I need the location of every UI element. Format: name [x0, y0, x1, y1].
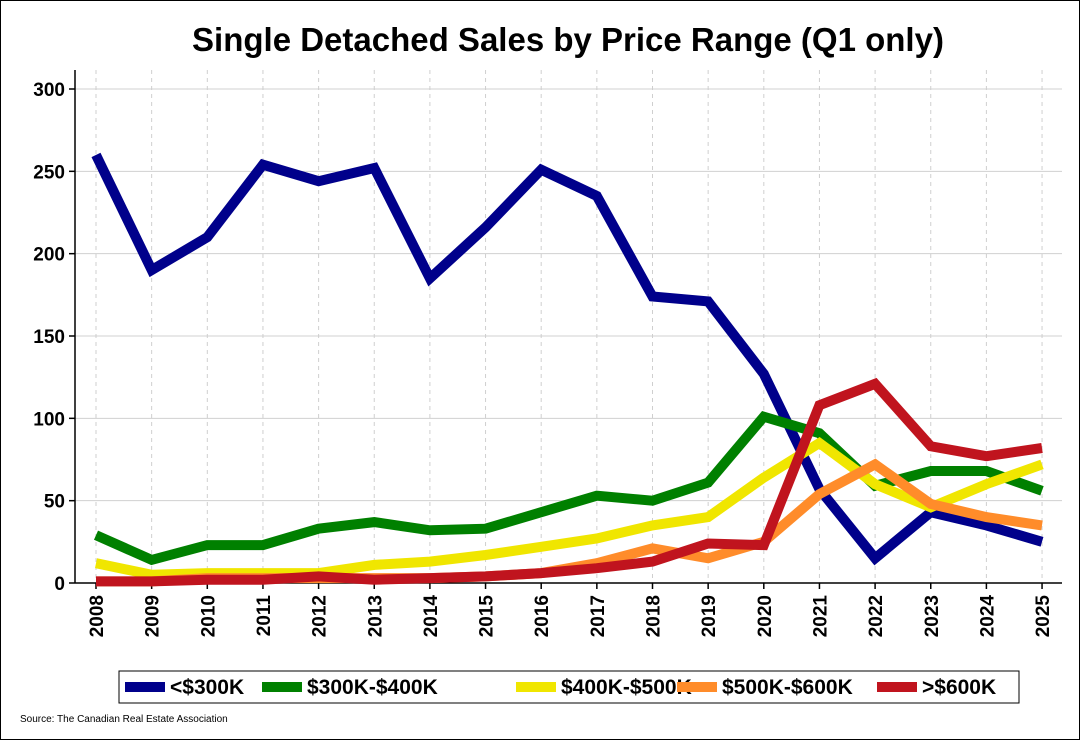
x-tick-label: 2020 — [755, 595, 776, 637]
x-tick-label: 2011 — [254, 595, 275, 637]
x-tick-label: 2013 — [365, 595, 386, 637]
y-tick-label: 100 — [33, 409, 65, 430]
x-tick-label: 2015 — [477, 595, 498, 638]
legend-label: $500K-$600K — [722, 676, 853, 699]
x-tick-label: 2023 — [922, 595, 943, 637]
x-tick-label: 2016 — [532, 595, 553, 637]
y-tick-label: 50 — [44, 492, 65, 513]
series-line — [96, 377, 1043, 587]
x-tick-label: 2022 — [866, 595, 887, 637]
x-tick-label: 2018 — [644, 595, 665, 637]
x-axis-ticks: 2008 2009 2010 2011 2012 2013 2014 2015 2016 2017… — [87, 583, 1054, 637]
source-note: Source: The Canadian Real Estate Associa… — [20, 714, 228, 725]
legend-label: >$600K — [922, 676, 996, 699]
x-tick-label: 2010 — [198, 595, 219, 637]
y-tick-label: 250 — [33, 162, 65, 183]
x-tick-label: 2024 — [977, 595, 998, 638]
x-tick-label: 2008 — [87, 595, 108, 637]
series-line — [91, 152, 1044, 566]
y-tick-label: 150 — [33, 327, 65, 348]
y-tick-label: 300 — [33, 80, 65, 101]
chart-title: Single Detached Sales by Price Range (Q1… — [192, 21, 944, 58]
x-tick-label: 2017 — [588, 595, 609, 637]
x-tick-label: 2014 — [421, 595, 442, 638]
series-lines — [91, 152, 1044, 587]
legend-label: $400K-$500K — [561, 676, 692, 699]
y-axis-ticks: 0 50 100 150 200 250 300 — [33, 80, 75, 595]
y-tick-label: 0 — [54, 574, 65, 595]
legend: <$300K $300K-$400K $400K-$500K $500K-$600K >… — [118, 670, 1020, 704]
y-tick-label: 200 — [33, 245, 65, 266]
x-tick-label: 2019 — [699, 595, 720, 637]
x-tick-label: 2012 — [310, 595, 331, 637]
legend-label: $300K-$400K — [307, 676, 438, 699]
x-tick-label: 2009 — [143, 595, 164, 637]
x-tick-label: 2021 — [810, 595, 831, 638]
x-tick-label: 2025 — [1033, 595, 1054, 638]
series-line — [96, 458, 1043, 587]
legend-label: <$300K — [170, 676, 244, 699]
